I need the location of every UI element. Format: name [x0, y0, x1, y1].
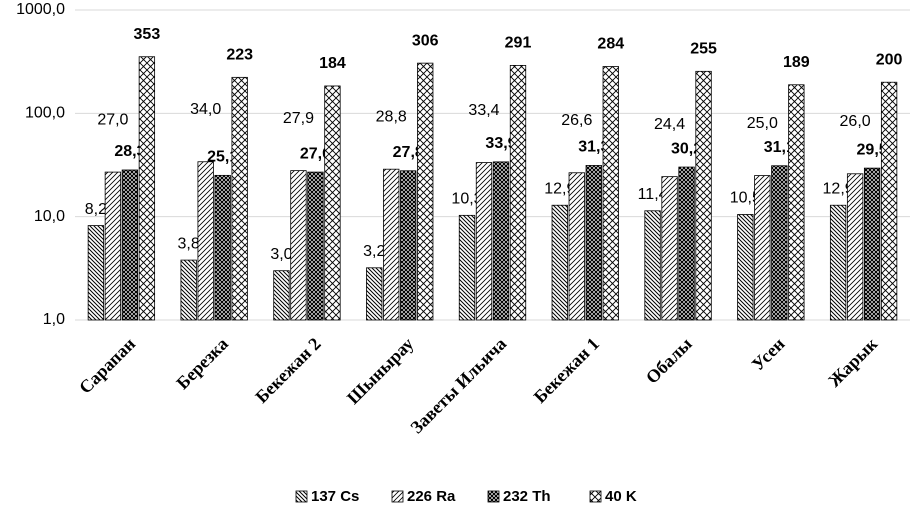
bar [585, 165, 602, 321]
value-label: 31,3 [578, 139, 609, 156]
value-label: 12,9 [823, 180, 854, 197]
bar [602, 66, 619, 321]
bar [678, 166, 695, 321]
bar [644, 210, 661, 321]
x-tick-label: Сарапан [75, 334, 139, 398]
value-label: 284 [597, 36, 624, 53]
bar [458, 214, 476, 321]
value-label: 25,0 [747, 115, 778, 132]
x-tick-label: Заветы Ильича [406, 334, 510, 438]
bar [788, 84, 805, 321]
bar [771, 165, 788, 321]
bar [846, 173, 864, 321]
value-label: 33,9 [485, 135, 516, 152]
bar [863, 167, 881, 321]
value-label: 200 [876, 51, 903, 68]
y-tick-label: 100,0 [25, 105, 65, 122]
value-label: 306 [412, 32, 439, 49]
value-label: 12,9 [544, 180, 575, 197]
value-label: 24,4 [654, 116, 685, 133]
value-label: 3,0 [270, 246, 292, 263]
bar [754, 175, 771, 321]
bar [87, 225, 105, 321]
value-label: 33,4 [468, 102, 499, 119]
bar [307, 171, 324, 321]
value-label: 10,5 [730, 190, 761, 207]
x-tick-label: Бекежан 1 [530, 334, 603, 407]
value-label: 28,8 [376, 108, 407, 125]
x-tick-label: Шынырау [343, 334, 417, 408]
legend-swatch [295, 490, 308, 503]
x-tick-label: Березка [172, 334, 232, 394]
value-label: 223 [226, 47, 253, 64]
legend-label: 137 Cs [311, 488, 359, 505]
value-label: 27,9 [283, 110, 314, 127]
x-tick-label: Жарык [824, 333, 882, 391]
bar [121, 169, 139, 321]
value-label: 184 [319, 55, 346, 72]
legend-swatch [589, 490, 602, 503]
bar [366, 267, 383, 321]
bar [829, 204, 847, 321]
value-label: 8,2 [85, 201, 107, 218]
bar [737, 214, 754, 321]
legend-swatch [391, 490, 404, 503]
bar [492, 161, 510, 321]
bar [568, 172, 585, 321]
value-label: 3,2 [363, 243, 385, 260]
bar [214, 174, 231, 321]
bar [551, 204, 568, 321]
value-label: 27,0 [97, 111, 128, 128]
value-label: 27,0 [300, 145, 331, 162]
value-label: 353 [134, 26, 161, 43]
value-label: 31,1 [764, 139, 795, 156]
value-label: 26,6 [561, 112, 592, 129]
value-label: 27,8 [393, 144, 424, 161]
bar [290, 170, 307, 321]
bar [138, 56, 156, 321]
bar [197, 161, 214, 321]
bar [880, 81, 898, 321]
y-tick-label: 1000,0 [16, 1, 65, 18]
bar [180, 259, 197, 321]
bar [231, 76, 248, 321]
bar [475, 162, 493, 321]
bar [417, 62, 434, 321]
value-label: 255 [690, 41, 717, 58]
legend-label: 232 Th [503, 488, 551, 505]
bar [324, 85, 341, 321]
bar [273, 270, 290, 321]
legend-label: 226 Ra [407, 488, 456, 505]
value-label: 25,1 [207, 149, 238, 166]
value-label: 29,5 [857, 141, 888, 158]
value-label: 34,0 [190, 101, 221, 118]
value-label: 291 [505, 35, 532, 52]
bar [383, 168, 400, 321]
value-label: 10,3 [451, 191, 482, 208]
value-label: 30,2 [671, 140, 702, 157]
bar [400, 170, 417, 321]
y-tick-label: 1,0 [43, 311, 65, 328]
y-tick-label: 10,0 [34, 208, 65, 225]
bar [104, 171, 122, 321]
legend-swatch [487, 490, 500, 503]
value-label: 3,8 [178, 235, 200, 252]
value-label: 11,4 [638, 186, 668, 203]
value-label: 26,0 [840, 113, 871, 130]
bar [661, 176, 678, 321]
legend-label: 40 K [605, 488, 637, 505]
bar [695, 70, 712, 321]
x-tick-label: Обалы [642, 334, 696, 388]
bar [509, 64, 527, 321]
value-label: 189 [783, 54, 810, 71]
value-label: 28,3 [114, 143, 145, 160]
x-tick-label: Бекежан 2 [251, 334, 324, 407]
x-tick-label: Усен [748, 334, 789, 375]
